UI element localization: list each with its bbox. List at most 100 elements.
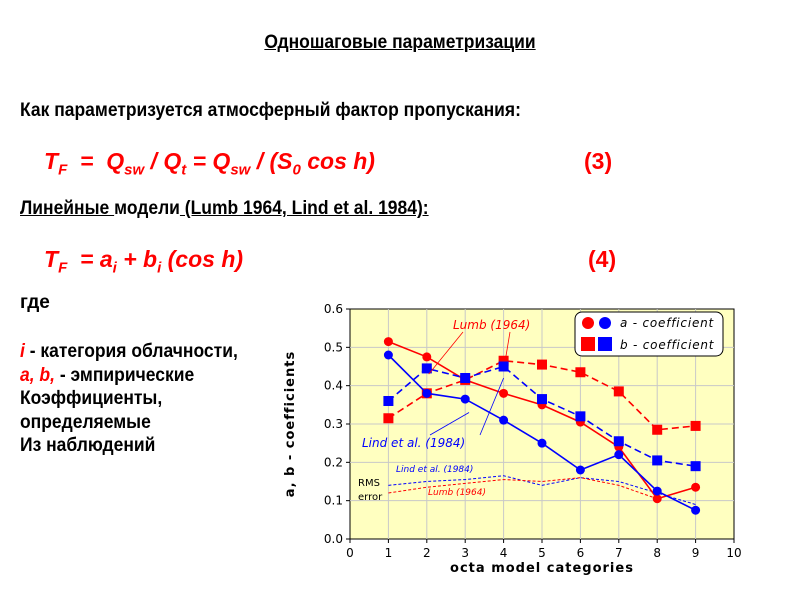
equation-number-4: (4) <box>588 246 617 272</box>
legend-label-a: a - coefficient <box>620 316 715 330</box>
data-point-lind-b <box>652 455 663 466</box>
formula3-q2: Q <box>163 148 182 174</box>
data-point-lind-a <box>460 394 470 404</box>
formula3-s-sub: 0 <box>292 161 301 179</box>
annotation-lind: Lind et al. (1984) <box>362 436 465 450</box>
data-point-lumb-a <box>499 388 509 398</box>
formula3-q3: Q <box>212 148 231 174</box>
data-point-lind-b <box>537 394 547 405</box>
data-point-lind-a <box>383 350 393 360</box>
x-tick-label: 4 <box>500 546 508 560</box>
models-line: Линейные модели (Lumb 1964, Lind et al. … <box>20 198 429 220</box>
data-point-lind-a <box>652 486 662 496</box>
formula3-lhs: T <box>44 148 59 174</box>
data-point-lind-b <box>690 461 701 472</box>
annotation-lind-pointer-a <box>429 412 470 436</box>
description: i - категория облачности, a, b, - эмпири… <box>20 340 238 458</box>
models-part3: (Lumb 1964, Lind et al. 1984): <box>179 198 429 219</box>
formula4-a-sub: i <box>112 259 117 277</box>
y-tick-label: 0.1 <box>324 494 343 508</box>
models-part1: Линейные <box>20 198 115 219</box>
rms-label-line2: error <box>358 492 383 503</box>
desc-ab: a, b, <box>20 364 55 386</box>
annotation-lumb: Lumb (1964) <box>453 318 530 332</box>
x-tick-label: 5 <box>538 546 546 560</box>
formula-3: TF = Qsw / Qt = Qsw / (S0 cos h) <box>44 148 375 179</box>
x-tick-label: 10 <box>726 546 741 560</box>
legend-marker-red-square <box>581 337 595 351</box>
x-tick-label: 6 <box>577 546 585 560</box>
annotation-lind-pointer-b <box>479 377 504 436</box>
formula3-rest1: / (S <box>250 148 293 174</box>
formula3-q1-sub: sw <box>124 161 145 179</box>
y-tick-label: 0.5 <box>324 340 343 354</box>
x-tick-label: 3 <box>461 546 469 560</box>
x-tick-label: 7 <box>615 546 623 560</box>
data-point-lumb-b <box>613 386 624 397</box>
rms-label-line1: RMS <box>358 478 380 489</box>
rms-label-lind: Lind et al. (1984) <box>396 465 473 475</box>
x-tick-label: 0 <box>346 546 354 560</box>
data-point-lumb-b <box>575 367 586 378</box>
formula4-lhs: T <box>44 246 59 272</box>
y-tick-label: 0.3 <box>324 417 343 431</box>
data-point-lumb-a <box>652 494 662 504</box>
question-text: Как параметризуется атмосферный фактор п… <box>20 100 521 121</box>
where-label: где <box>20 292 50 313</box>
x-axis-label: octa model categories <box>450 561 634 576</box>
models-part2: модели <box>114 198 180 219</box>
desc-line-4: определяемые <box>20 411 151 433</box>
formula3-lhs-sub: F <box>58 161 68 179</box>
x-tick-label: 8 <box>653 546 661 560</box>
annotation-lumb-pointer-b <box>505 331 511 359</box>
y-tick-label: 0.4 <box>324 379 343 393</box>
formula3-eq2: = <box>186 148 213 174</box>
legend-marker-blue-square <box>598 337 612 351</box>
legend-marker-blue-circle <box>599 317 611 329</box>
slide-title: Одношаговые параметризации <box>264 32 536 53</box>
rms-error-line-lind <box>388 475 696 505</box>
formula-4: TF = ai + bi (cos h) <box>44 246 243 277</box>
formula4-b-sub: i <box>157 259 162 277</box>
formula3-rest2: cos h) <box>300 148 375 174</box>
formula3-div: / <box>144 148 164 174</box>
desc-line2-rest: - эмпирические <box>54 364 195 386</box>
formula4-plus: + b <box>116 246 158 272</box>
y-tick-label: 0.6 <box>324 302 343 316</box>
data-point-lind-b <box>383 396 394 406</box>
data-point-lind-b <box>575 411 586 422</box>
desc-i: i <box>20 341 25 362</box>
y-tick-label: 0.2 <box>324 455 343 469</box>
data-point-lind-a <box>575 465 585 475</box>
data-point-lumb-a <box>691 482 701 492</box>
y-tick-label: 0.0 <box>324 532 343 546</box>
data-point-lind-b <box>613 436 624 447</box>
rms-label-lumb: Lumb (1964) <box>428 488 486 498</box>
data-point-lind-a <box>691 505 701 515</box>
data-point-lumb-b <box>652 424 663 435</box>
desc-line-5: Из наблюдений <box>20 435 156 456</box>
y-axis-label: a, b - coefficients <box>283 351 298 497</box>
desc-line1-rest: - категория облачности, <box>24 341 238 362</box>
data-point-lind-b <box>498 361 509 372</box>
legend-label-b: b - coefficient <box>620 338 715 352</box>
formula3-q1: Q <box>106 148 125 174</box>
data-point-lind-a <box>499 415 509 425</box>
coefficients-chart: 0 1 2 3 4 5 6 7 8 9 10 0.0 0.1 0.2 0.3 0.4 0.5 0.6 octa mo… <box>283 302 742 576</box>
formula3-q3-sub: sw <box>230 161 251 179</box>
desc-line-1: i - категория облачности, <box>20 340 238 364</box>
desc-line-2: a, b, - эмпирические <box>20 364 238 388</box>
formula3-q2-sub: t <box>181 161 187 179</box>
data-point-lumb-b <box>498 355 509 366</box>
formula4-eq: = a <box>67 246 113 272</box>
data-point-lind-b <box>460 373 471 383</box>
x-tick-label: 2 <box>423 546 431 560</box>
desc-line-3: Коэффициенты, <box>20 388 163 409</box>
data-point-lumb-a <box>383 337 393 347</box>
data-point-lumb-b <box>383 413 394 424</box>
data-point-lind-a <box>614 450 624 460</box>
formula4-lhs-sub: F <box>58 259 68 277</box>
data-point-lumb-a <box>422 352 432 362</box>
data-point-lumb-b <box>537 359 547 370</box>
x-tick-label: 9 <box>692 546 700 560</box>
